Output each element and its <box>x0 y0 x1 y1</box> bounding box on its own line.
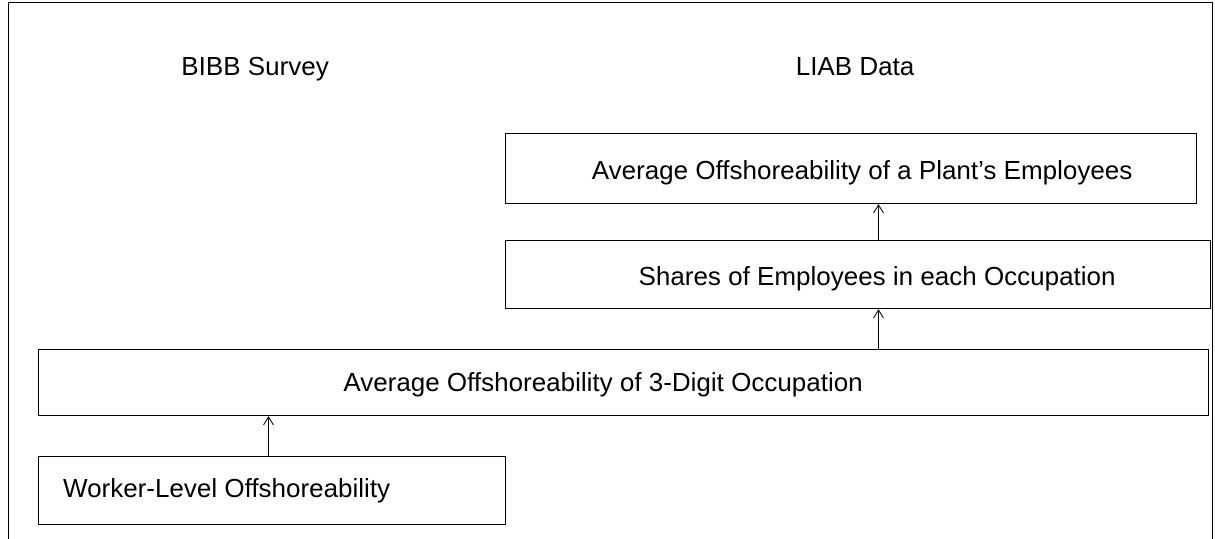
node-box <box>38 349 1209 416</box>
frame <box>8 2 1213 539</box>
node-box <box>505 240 1211 309</box>
node-label: Shares of Employees in each Occupation <box>639 261 1116 291</box>
arrow <box>263 416 274 456</box>
node-label: Worker-Level Offshoreability <box>63 473 390 503</box>
node-box <box>38 456 506 525</box>
node-box <box>505 133 1197 204</box>
column-heading: LIAB Data <box>796 51 915 81</box>
arrow <box>873 309 884 349</box>
arrow <box>873 204 884 240</box>
node-label: Average Offshoreability of a Plant’s Emp… <box>592 155 1133 185</box>
column-heading: BIBB Survey <box>181 51 328 81</box>
node-label: Average Offshoreability of 3-Digit Occup… <box>343 367 862 397</box>
